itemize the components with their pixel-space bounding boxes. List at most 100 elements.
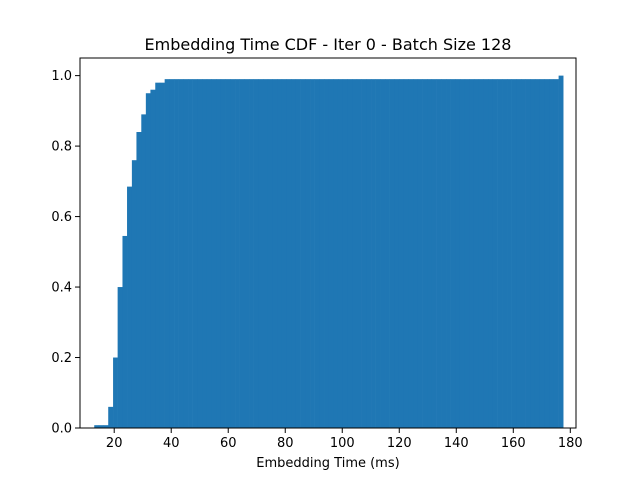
histogram-bar <box>263 79 269 429</box>
histogram-bar <box>361 79 367 429</box>
histogram-bar <box>169 79 175 429</box>
histogram-bar <box>202 79 208 429</box>
histogram-bar <box>520 79 526 429</box>
histogram-bar <box>150 89 156 428</box>
histogram-bar <box>488 79 494 429</box>
histogram-bar <box>253 79 259 429</box>
histogram-bar <box>497 79 503 429</box>
histogram-bar <box>328 79 334 429</box>
histogram-bar <box>164 79 170 429</box>
histogram-bar <box>385 79 390 429</box>
histogram-bar <box>211 79 217 429</box>
plot-frame <box>79 57 577 429</box>
histogram-bar <box>459 79 466 429</box>
histogram-bars <box>94 75 564 429</box>
histogram-bar <box>291 79 297 429</box>
histogram-bar <box>436 79 442 429</box>
histogram-bar <box>394 79 400 429</box>
y-tick-label: 0.6 <box>51 210 72 225</box>
histogram-bar <box>544 79 550 429</box>
histogram-bar <box>131 160 137 428</box>
histogram-bar <box>127 186 133 428</box>
histogram-bar <box>277 79 283 429</box>
histogram-bar <box>122 235 128 428</box>
histogram-bar <box>108 406 114 428</box>
histogram-bar <box>427 79 433 429</box>
histogram-bar <box>333 79 339 429</box>
histogram-bar <box>310 79 315 429</box>
y-tick-label: 0.8 <box>51 140 72 155</box>
histogram-bar <box>174 79 179 429</box>
histogram-bar <box>347 79 353 429</box>
histogram-bar <box>549 79 555 429</box>
histogram-bar <box>286 79 292 429</box>
histogram-bar <box>408 79 414 429</box>
histogram-bar <box>281 79 287 429</box>
histogram-bar <box>422 79 428 429</box>
histogram-bar <box>516 79 522 429</box>
histogram-bar <box>272 79 278 429</box>
histogram-bar <box>192 79 198 429</box>
histogram-bar <box>235 79 240 429</box>
histogram-bar <box>507 79 512 429</box>
x-tick-label: 40 <box>163 436 180 451</box>
histogram-bar <box>431 79 437 429</box>
histogram-bar <box>525 79 531 429</box>
histogram-bar <box>305 79 311 429</box>
x-tick-label: 160 <box>501 436 526 451</box>
histogram-bar <box>492 79 498 429</box>
x-tick-label: 20 <box>106 436 123 451</box>
histogram-bar <box>183 79 189 429</box>
x-tick-label: 140 <box>444 436 469 451</box>
histogram-bar <box>155 82 161 429</box>
x-tick-label: 180 <box>558 436 583 451</box>
histogram-bar <box>450 79 456 429</box>
histogram-bar <box>206 79 212 429</box>
histogram-bar <box>220 79 226 429</box>
y-tick-label: 1.0 <box>51 69 72 84</box>
x-axis-label: Embedding Time (ms) <box>256 456 399 471</box>
histogram-bar <box>469 79 475 429</box>
histogram-bar <box>553 79 559 429</box>
histogram-bar <box>446 79 451 429</box>
x-tick-label: 100 <box>330 436 355 451</box>
y-tick-label: 0.4 <box>51 281 72 296</box>
histogram-bar <box>483 79 489 429</box>
histogram-bar <box>267 79 273 429</box>
y-tick-label: 0.0 <box>51 422 72 437</box>
histogram-bar <box>314 79 320 429</box>
histogram-bar <box>103 425 109 428</box>
x-tick-label: 60 <box>220 436 237 451</box>
histogram-bar <box>141 114 147 428</box>
histogram-bar <box>188 79 193 429</box>
histogram-bar <box>319 79 325 429</box>
histogram-bar <box>417 79 423 429</box>
x-tick-label: 120 <box>387 436 412 451</box>
histogram-bar <box>403 79 409 429</box>
histogram-bar <box>295 79 301 429</box>
histogram-bar <box>197 79 203 429</box>
histogram-bar <box>230 79 236 429</box>
x-axis-ticks: 20 40 60 80 100 120 140 160 180 <box>106 428 583 451</box>
histogram-bar <box>356 79 362 429</box>
y-tick-label: 0.2 <box>51 351 72 366</box>
histogram-bar <box>455 79 461 429</box>
histogram-bar <box>398 79 405 429</box>
histogram-bar <box>375 79 381 429</box>
histogram-bar <box>145 93 151 428</box>
y-axis-ticks: 0.0 0.2 0.4 0.6 0.8 1.0 <box>51 69 80 437</box>
histogram-bar <box>352 79 358 429</box>
histogram-bar <box>225 79 231 429</box>
histogram-bar <box>159 82 165 429</box>
histogram-bar <box>502 79 508 429</box>
histogram-bar <box>117 287 123 428</box>
histogram-bar <box>478 79 484 429</box>
histogram-bar <box>539 79 545 429</box>
histogram-bar <box>94 425 100 428</box>
histogram-bar <box>441 79 447 429</box>
histogram-bar <box>380 79 386 429</box>
histogram-bar <box>366 79 372 429</box>
histogram-bar <box>98 425 104 428</box>
histogram-bar <box>216 79 222 429</box>
